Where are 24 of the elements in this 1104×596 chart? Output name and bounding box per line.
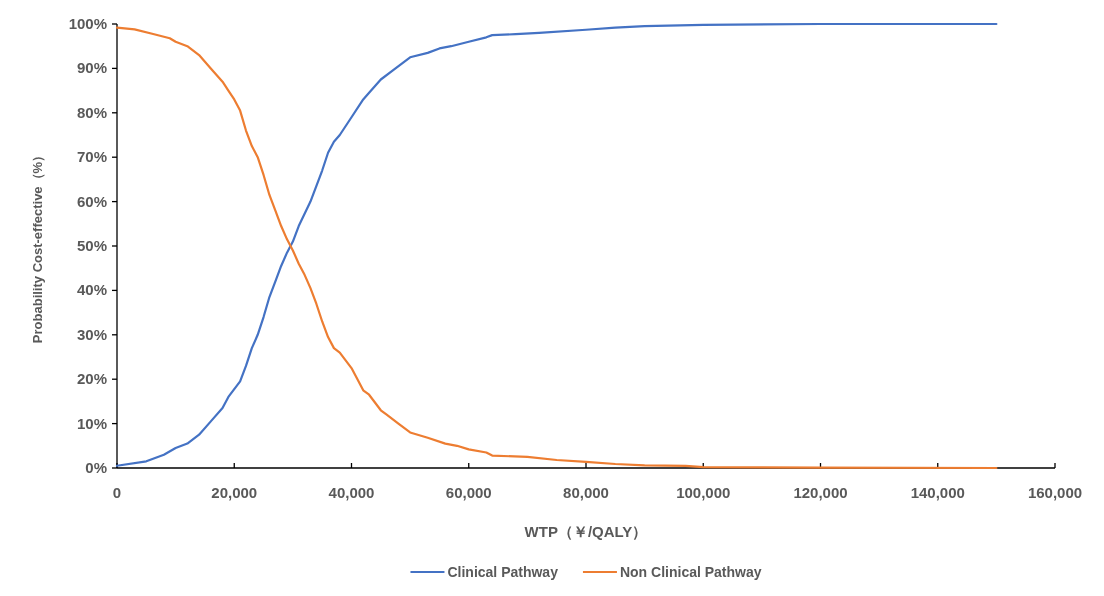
x-axis-title: WTP（￥/QALY） bbox=[524, 523, 648, 540]
x-tick-label: 60,000 bbox=[445, 484, 492, 501]
x-tick-label: 100,000 bbox=[676, 484, 731, 501]
x-tick-label: 120,000 bbox=[793, 484, 848, 501]
x-tick-label: 160,000 bbox=[1027, 484, 1083, 501]
y-tick-label: 20% bbox=[76, 370, 107, 388]
y-tick-label: 100% bbox=[68, 15, 107, 32]
y-tick-label: 50% bbox=[76, 237, 107, 254]
legend-label: Non Clinical Pathway bbox=[619, 564, 762, 580]
y-tick-label: 10% bbox=[76, 414, 107, 432]
y-tick-label: 80% bbox=[76, 103, 107, 121]
x-tick-label: 40,000 bbox=[328, 484, 375, 501]
x-tick-label: 80,000 bbox=[563, 484, 609, 501]
y-tick-label: 70% bbox=[76, 148, 107, 166]
legend-label: Clinical Pathway bbox=[447, 564, 559, 580]
x-tick-label: 0 bbox=[112, 484, 122, 501]
y-tick-label: 90% bbox=[76, 59, 107, 77]
y-tick-label: 40% bbox=[76, 281, 107, 299]
x-tick-label: 20,000 bbox=[211, 484, 258, 501]
y-axis-title: Probability Cost-effective（%） bbox=[30, 148, 45, 344]
x-tick-label: 140,000 bbox=[910, 484, 965, 501]
y-tick-label: 60% bbox=[76, 192, 107, 210]
y-tick-label: 0% bbox=[85, 459, 107, 476]
y-tick-label: 30% bbox=[76, 325, 107, 343]
